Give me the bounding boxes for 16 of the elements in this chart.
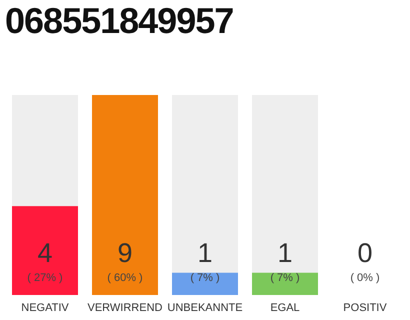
annotation: ( 7% ) <box>190 272 220 284</box>
data-label: 4 <box>37 238 53 268</box>
data-label: 1 <box>197 238 213 268</box>
data-label: 1 <box>277 238 293 268</box>
annotation: ( 60% ) <box>107 272 143 284</box>
annotation: ( 27% ) <box>27 272 63 284</box>
x-tick-label: VERWIRREND <box>88 302 163 314</box>
x-tick-label: NEGATIV <box>21 302 70 314</box>
x-tick-label: UNBEKANNTE <box>167 302 243 314</box>
x-tick-label: EGAL <box>270 302 300 314</box>
annotation: ( 7% ) <box>270 272 300 284</box>
annotation: ( 0% ) <box>350 272 380 284</box>
x-tick-label: POSITIV <box>343 302 388 314</box>
data-label: 0 <box>357 238 373 268</box>
chart-title: 068551849957 <box>5 0 234 42</box>
data-label: 9 <box>117 238 133 268</box>
